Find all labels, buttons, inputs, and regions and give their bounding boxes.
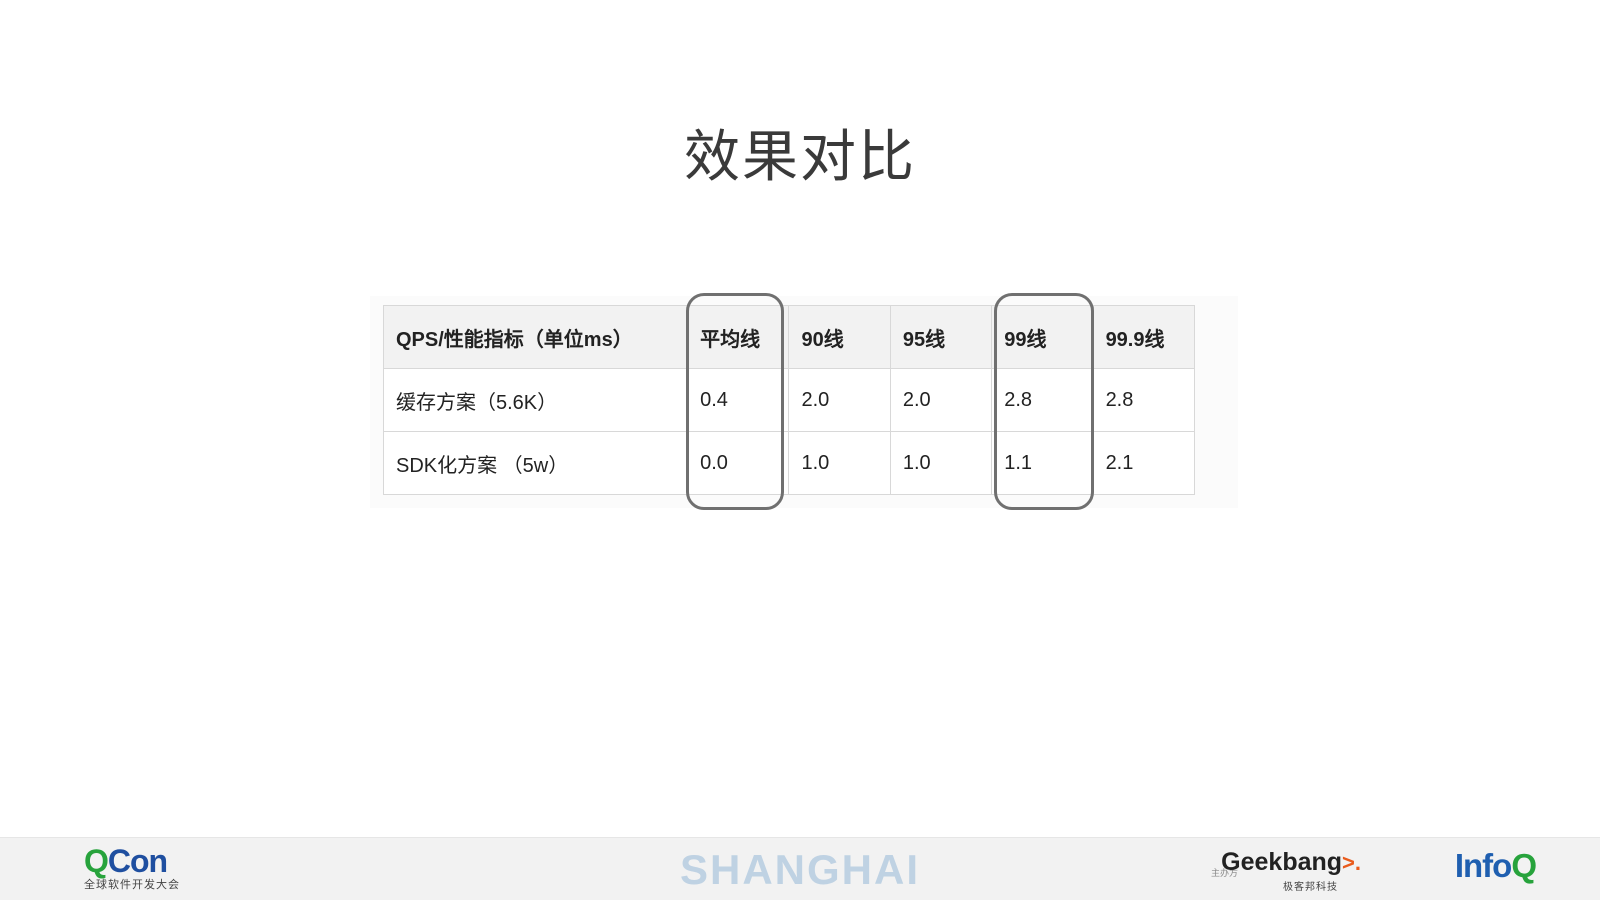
cell-p95: 1.0 <box>889 431 993 495</box>
table-row: 缓存方案（5.6K） 0.4 2.0 2.0 2.8 2.8 <box>382 368 1196 432</box>
header-average: 平均线 <box>687 305 790 369</box>
row-label: 缓存方案（5.6K） <box>382 368 689 432</box>
cell-p99: 2.8 <box>991 368 1094 432</box>
sponsors: 主办方 Geekbang>. 极客邦科技 InfoQ <box>1176 844 1537 894</box>
cell-p999: 2.8 <box>1092 368 1196 432</box>
sponsor-label: 主办方 <box>1210 869 1238 879</box>
qcon-logo: QCon 全球软件开发大会 <box>84 844 180 892</box>
qcon-subtitle: 全球软件开发大会 <box>84 878 180 891</box>
qcon-q-letter: Q <box>84 843 109 879</box>
geekbang-arrow-icon: >. <box>1342 850 1361 875</box>
qcon-con-letters: Con <box>107 843 168 879</box>
header-metric: QPS/性能指标（单位ms） <box>382 305 689 369</box>
cell-p95: 2.0 <box>889 368 993 432</box>
city-name: SHANGHAI <box>679 846 920 893</box>
slide-title: 效果对比 <box>684 125 916 190</box>
header-p99: 99线 <box>991 305 1094 369</box>
cell-average: 0.4 <box>687 368 790 432</box>
geekbang-text: Geekbang <box>1221 848 1343 876</box>
cell-p999: 2.1 <box>1092 431 1196 495</box>
cell-p99: 1.1 <box>991 431 1094 495</box>
infoq-logo: InfoQ <box>1454 847 1537 885</box>
cell-p90: 2.0 <box>788 368 891 432</box>
performance-table: QPS/性能指标（单位ms） 平均线 90线 95线 99线 99.9线 缓存方… <box>382 305 1196 495</box>
infoq-q-letter: Q <box>1511 847 1537 884</box>
header-p95: 95线 <box>889 305 993 369</box>
geekbang-subtitle: 极客邦科技 <box>1283 882 1338 893</box>
row-label: SDK化方案 （5w） <box>382 431 689 495</box>
header-p90: 90线 <box>788 305 891 369</box>
footer-bar: QCon 全球软件开发大会 SHANGHAI 主办方 Geekbang>. 极客… <box>0 837 1600 900</box>
header-p999: 99.9线 <box>1092 305 1196 369</box>
table-row: SDK化方案 （5w） 0.0 1.0 1.0 1.1 2.1 <box>382 431 1196 495</box>
infoq-text: Info <box>1454 847 1512 884</box>
geekbang-logo: Geekbang>. <box>1221 848 1361 877</box>
cell-p90: 1.0 <box>788 431 891 495</box>
table-header-row: QPS/性能指标（单位ms） 平均线 90线 95线 99线 99.9线 <box>382 305 1196 369</box>
cell-average: 0.0 <box>687 431 790 495</box>
